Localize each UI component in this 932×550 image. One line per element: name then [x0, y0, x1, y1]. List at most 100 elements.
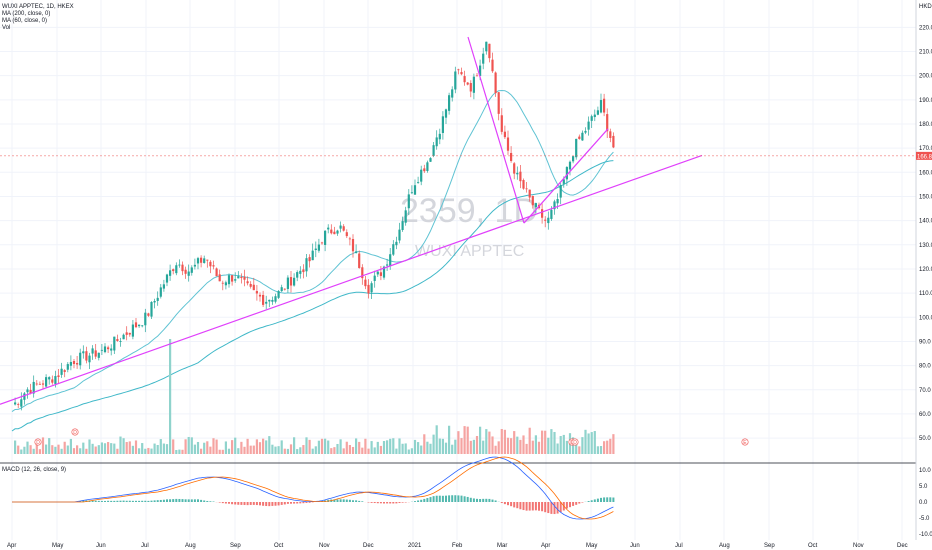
- macd-histogram: [305, 502, 308, 503]
- candle: [482, 53, 485, 64]
- volume-bar: [252, 445, 255, 454]
- volume-bar: [367, 448, 370, 454]
- candle: [565, 167, 568, 180]
- candle: [448, 95, 451, 111]
- volume-bar: [562, 434, 565, 454]
- candle: [29, 389, 32, 394]
- candle: [131, 324, 134, 337]
- volume-bar: [475, 436, 479, 454]
- candle: [417, 182, 420, 184]
- volume-bar: [314, 446, 317, 454]
- candle: [23, 393, 26, 400]
- volume-bar: [351, 446, 355, 454]
- macd-histogram: [448, 495, 451, 502]
- indicator-ma60[interactable]: MA (60, close, 0): [2, 18, 48, 24]
- macd-histogram: [513, 502, 516, 508]
- volume-bar: [420, 445, 423, 454]
- candle: [603, 98, 606, 113]
- macd-histogram: [228, 502, 230, 504]
- legend: WUXI APPTEC, 1D, HKEX MA (200, close, 0)…: [2, 4, 74, 32]
- volume-bar: [500, 429, 503, 454]
- ma200-line: [11, 160, 614, 432]
- volume-bar: [463, 426, 466, 454]
- candle: [531, 196, 534, 206]
- macd-histogram: [386, 502, 389, 504]
- volume-bar: [488, 431, 491, 454]
- volume-bar: [333, 447, 336, 454]
- volume-bar: [72, 448, 76, 454]
- volume-bar: [479, 426, 482, 454]
- macd-histogram: [587, 501, 590, 502]
- macd-histogram: [398, 502, 401, 503]
- volume-bar: [60, 448, 63, 454]
- candle: [348, 238, 351, 240]
- macd-histogram: [593, 499, 596, 502]
- candle: [314, 248, 317, 250]
- macd-histogram: [423, 498, 426, 502]
- macd-histogram: [308, 502, 311, 503]
- macd-histogram: [200, 499, 203, 502]
- indicator-vol[interactable]: Vol: [2, 25, 11, 31]
- volume-bar: [355, 438, 358, 454]
- symbol-label[interactable]: WUXI APPTEC, 1D, HKEX: [2, 4, 74, 10]
- price-tick: 110.0: [919, 291, 932, 297]
- volume-bar: [162, 443, 165, 454]
- candle: [187, 271, 190, 276]
- macd-histogram: [572, 502, 575, 506]
- candle: [193, 264, 196, 267]
- trendline: [0, 154, 703, 405]
- volume-bar: [131, 445, 134, 454]
- macd-histogram: [97, 500, 100, 502]
- candle: [494, 72, 497, 94]
- macd-histogram: [119, 500, 122, 502]
- macd-histogram: [209, 501, 212, 502]
- volume-bar: [599, 446, 603, 454]
- candle: [38, 383, 41, 385]
- currency-label: HKD: [919, 4, 932, 10]
- macd-histogram: [556, 502, 559, 514]
- macd-histogram: [383, 502, 385, 504]
- candle: [262, 294, 265, 305]
- macd-histogram: [271, 502, 274, 506]
- volume-bar: [88, 439, 91, 454]
- macd-histogram: [82, 500, 85, 502]
- macd-histogram: [361, 501, 364, 502]
- month-tick: 2021: [408, 543, 422, 549]
- candle: [404, 210, 407, 223]
- candle: [513, 163, 516, 174]
- volume-bar: [398, 438, 401, 454]
- volume-bar: [531, 440, 534, 454]
- candle: [336, 230, 339, 234]
- volume-bar: [215, 439, 218, 454]
- candle: [479, 65, 482, 76]
- macd-tick: -10.0: [919, 532, 932, 538]
- month-tick: Jun: [96, 543, 106, 549]
- volume-bar: [206, 441, 209, 454]
- macd-histogram: [100, 500, 103, 502]
- volume-bar: [97, 445, 100, 454]
- candle: [351, 239, 355, 252]
- volume-bar: [376, 441, 379, 454]
- macd-histogram: [596, 498, 599, 502]
- macd-label[interactable]: MACD (12, 26, close, 9): [2, 467, 67, 473]
- candle: [547, 217, 550, 224]
- volume-bar: [593, 431, 596, 454]
- candle: [246, 281, 249, 284]
- candle: [361, 267, 364, 279]
- volume-bar: [413, 439, 417, 454]
- indicator-ma200[interactable]: MA (200, close, 0): [2, 11, 51, 17]
- volume-bar: [63, 441, 66, 454]
- price-tick: 130.0: [919, 243, 932, 249]
- macd-histogram: [429, 497, 432, 502]
- macd-histogram: [352, 500, 354, 502]
- volume-bar: [423, 434, 426, 454]
- candle: [308, 257, 311, 262]
- volume-bar: [370, 441, 373, 454]
- volume-bar: [528, 427, 531, 454]
- candle: [398, 229, 401, 241]
- candle: [376, 271, 379, 275]
- volume-bar: [612, 434, 615, 454]
- volume-bar: [565, 440, 568, 454]
- macd-histogram: [166, 499, 168, 502]
